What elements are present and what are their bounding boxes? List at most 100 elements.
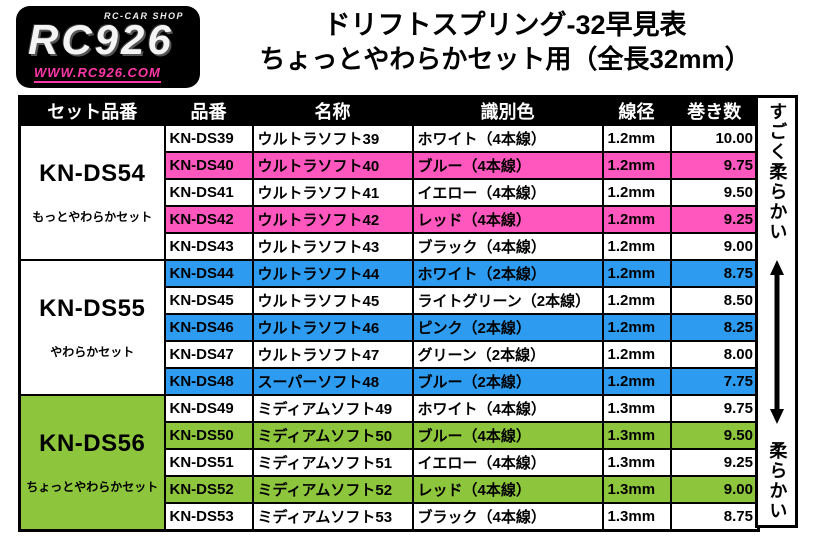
cell-turns: 9.25 [669, 205, 760, 234]
cell-name: ミディアムソフト50 [251, 421, 414, 450]
cell-name: ウルトラソフト44 [251, 259, 414, 288]
cell-name: ミディアムソフト49 [251, 394, 414, 423]
cell-part: KN-DS49 [163, 394, 254, 423]
cell-turns: 9.75 [669, 151, 760, 180]
cell-color: イエロー（4本線） [411, 178, 604, 207]
table-row: KN-DS56 ちょっとやわらかセット KN-DS49 ミディアムソフト49 ホ… [18, 394, 760, 531]
cell-color: ブルー（4本線） [411, 421, 604, 450]
cell-name: ウルトラソフト46 [251, 313, 414, 342]
set-group-kn-ds56: KN-DS56 ちょっとやわらかセット [18, 394, 166, 531]
cell-name: ウルトラソフト41 [251, 178, 414, 207]
cell-name: ミディアムソフト53 [251, 502, 414, 531]
cell-diameter: 1.2mm [601, 205, 672, 234]
cell-turns: 8.00 [669, 340, 760, 369]
header-set-code: セット品番 [18, 95, 166, 126]
cell-name: ウルトラソフト40 [251, 151, 414, 180]
cell-turns: 10.00 [669, 124, 760, 153]
header-part: 品番 [163, 95, 254, 126]
cell-color: ピンク（2本線） [411, 313, 604, 342]
title-line-1: ドリフトスプリング-32早見表 [323, 10, 687, 40]
table-row: KN-DS50 ミディアムソフト50 ブルー（4本線） 1.3mm 9.50 [20, 421, 760, 450]
cell-name: ウルトラソフト42 [251, 205, 414, 234]
table-row: KN-DS55 やわらかセット KN-DS44 ウルトラソフト44 ホワイト（2… [18, 259, 760, 396]
cell-turns: 9.75 [669, 394, 760, 423]
softness-top-label: すごく柔らかい [767, 102, 788, 242]
table-row: KN-DS42 ウルトラソフト42 レッド（4本線） 1.2mm 9.25 [20, 205, 760, 234]
cell-part: KN-DS50 [163, 421, 254, 450]
table-row: KN-DS47 ウルトラソフト47 グリーン（2本線） 1.2mm 8.00 [20, 340, 760, 369]
cell-diameter: 1.3mm [601, 421, 672, 450]
cell-name: ウルトラソフト43 [251, 232, 414, 261]
cell-part: KN-DS39 [163, 124, 254, 153]
cell-turns: 8.75 [669, 502, 760, 531]
page-title: ドリフトスプリング-32早見表 ちょっとやわらかセット用（全長32mm） [205, 8, 805, 77]
cell-name: ウルトラソフト45 [251, 286, 414, 315]
cell-part: KN-DS51 [163, 448, 254, 477]
set-group-kn-ds55: KN-DS55 やわらかセット [18, 259, 166, 396]
cell-diameter: 1.3mm [601, 475, 672, 504]
header-turns: 巻き数 [669, 95, 760, 126]
cell-part: KN-DS41 [163, 178, 254, 207]
softness-scale-column: すごく柔らかい 柔らかい [755, 95, 798, 528]
logo-url-text: WWW.RC926.COM [34, 65, 161, 83]
cell-turns: 9.50 [669, 421, 760, 450]
cell-diameter: 1.2mm [601, 313, 672, 342]
cell-diameter: 1.3mm [601, 448, 672, 477]
cell-name: ウルトラソフト39 [251, 124, 414, 153]
cell-diameter: 1.3mm [601, 394, 672, 423]
cell-name: ミディアムソフト52 [251, 475, 414, 504]
cell-turns: 9.00 [669, 475, 760, 504]
set-label: ちょっとやわらかセット [26, 479, 159, 494]
set-code: KN-DS54 [39, 160, 146, 187]
cell-turns: 8.50 [669, 286, 760, 315]
cell-part: KN-DS40 [163, 151, 254, 180]
cell-part: KN-DS43 [163, 232, 254, 261]
cell-part: KN-DS53 [163, 502, 254, 531]
table-row: KN-DS48 スーパーソフト48 ブルー（2本線） 1.2mm 7.75 [20, 367, 760, 396]
cell-diameter: 1.2mm [601, 124, 672, 153]
set-code: KN-DS56 [39, 429, 146, 457]
table-row: KN-DS45 ウルトラソフト45 ライトグリーン（2本線） 1.2mm 8.5… [20, 286, 760, 315]
cell-diameter: 1.2mm [601, 259, 672, 288]
cell-diameter: 1.3mm [601, 502, 672, 531]
table-row: KN-DS43 ウルトラソフト43 ブラック（4本線） 1.2mm 9.00 [20, 232, 760, 261]
table-row: KN-DS52 ミディアムソフト52 レッド（4本線） 1.3mm 9.00 [20, 475, 760, 504]
cell-color: ブラック（4本線） [411, 232, 604, 261]
cell-part: KN-DS46 [163, 313, 254, 342]
set-group-kn-ds54: KN-DS54 もっとやわらかセット [18, 124, 166, 261]
cell-name: ウルトラソフト47 [251, 340, 414, 369]
cell-color: レッド（4本線） [411, 205, 604, 234]
cell-turns: 7.75 [669, 367, 760, 396]
cell-diameter: 1.2mm [601, 232, 672, 261]
cell-turns: 9.00 [669, 232, 760, 261]
cell-color: グリーン（2本線） [411, 340, 604, 369]
logo-shop-label: RC-CAR SHOP [103, 11, 184, 21]
cell-part: KN-DS44 [163, 259, 254, 288]
cell-turns: 9.50 [669, 178, 760, 207]
cell-diameter: 1.2mm [601, 367, 672, 396]
table-row: KN-DS46 ウルトラソフト46 ピンク（2本線） 1.2mm 8.25 [20, 313, 760, 342]
cell-color: ブラック（4本線） [411, 502, 604, 531]
cell-part: KN-DS45 [163, 286, 254, 315]
cell-color: ホワイト（2本線） [411, 259, 604, 288]
table-row: KN-DS53 ミディアムソフト53 ブラック（4本線） 1.3mm 8.75 [20, 502, 760, 531]
cell-diameter: 1.2mm [601, 178, 672, 207]
cell-part: KN-DS42 [163, 205, 254, 234]
header-diameter: 線径 [601, 95, 672, 126]
set-label: もっとやわらかセット [32, 210, 153, 224]
title-line-2: ちょっとやわらかセット用（全長32mm） [259, 44, 751, 75]
header-name: 名称 [251, 95, 414, 126]
cell-color: レッド（4本線） [411, 475, 604, 504]
cell-part: KN-DS52 [163, 475, 254, 504]
cell-color: ブルー（4本線） [411, 151, 604, 180]
set-label: やわらかセット [50, 345, 135, 359]
table-row: KN-DS54 もっとやわらかセット KN-DS39 ウルトラソフト39 ホワイ… [18, 124, 760, 261]
cell-diameter: 1.2mm [601, 151, 672, 180]
cell-turns: 8.25 [669, 313, 760, 342]
cell-name: ミディアムソフト51 [251, 448, 414, 477]
table-row: KN-DS51 ミディアムソフト51 イエロー（4本線） 1.3mm 9.25 [20, 448, 760, 477]
logo-brand-text: RC926 [28, 16, 174, 63]
header-color: 識別色 [411, 95, 604, 126]
cell-color: ホワイト（4本線） [411, 124, 604, 153]
